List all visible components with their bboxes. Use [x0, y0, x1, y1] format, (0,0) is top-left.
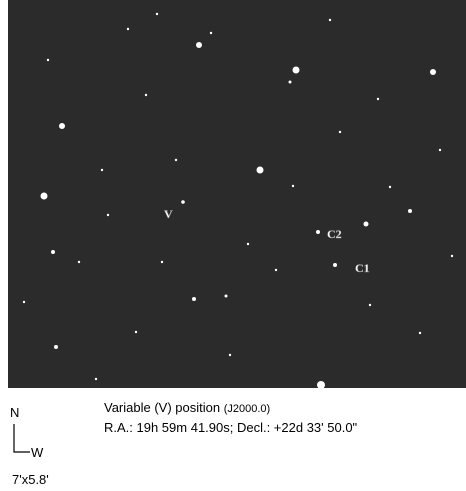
caption-line: Variable (V) position	[104, 400, 220, 415]
field-size: 7'x5.8'	[12, 472, 49, 487]
variable-label: V	[164, 207, 173, 221]
caption-title: Variable (V) position (J2000.0)	[104, 400, 270, 415]
caption-epoch: (J2000.0)	[224, 403, 270, 415]
compass-arrows	[13, 424, 30, 453]
comparison-label: C2	[327, 227, 342, 241]
comparison-label: C1	[355, 261, 370, 275]
caption-coordinates: R.A.: 19h 59m 41.90s; Decl.: +22d 33' 50…	[104, 420, 358, 435]
compass-west: W	[31, 445, 44, 460]
star-field	[8, 0, 466, 388]
stars	[22, 12, 454, 389]
compass-north: N	[10, 405, 19, 420]
